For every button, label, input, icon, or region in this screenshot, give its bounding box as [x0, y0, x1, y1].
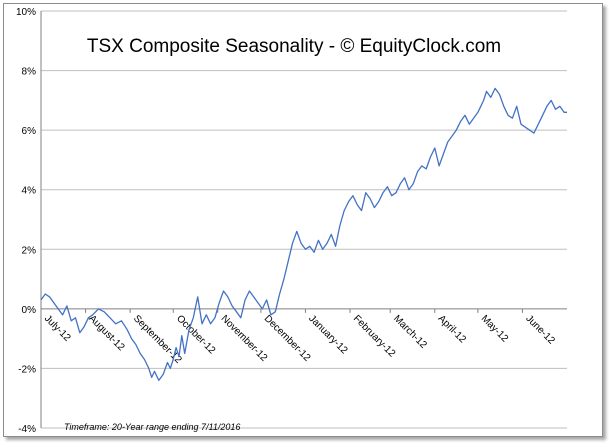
x-tick-label: May-12	[479, 313, 511, 345]
y-tick-label: 2%	[22, 245, 37, 256]
x-tick-label: January-12	[306, 313, 349, 356]
x-tick-label: April-12	[436, 313, 468, 345]
x-tick-label: March-12	[391, 313, 429, 351]
x-tick-label: August-12	[86, 313, 126, 353]
seasonality-chart: TSX Composite Seasonality - © EquityCloc…	[16, 7, 567, 435]
y-tick-label: 8%	[22, 67, 37, 78]
chart-footnote: Timeframe: 20-Year range ending 7/11/201…	[64, 422, 240, 432]
x-tick-label: December-12	[262, 313, 313, 364]
y-tick-label: -2%	[18, 364, 36, 375]
gridlines	[41, 10, 567, 429]
y-tick-label: 4%	[22, 186, 37, 197]
x-axis	[40, 11, 567, 428]
y-tick-label: 0%	[22, 305, 37, 316]
series-line	[40, 87, 567, 381]
y-tick-label: -4%	[18, 424, 36, 435]
y-tick-label: 10%	[16, 7, 36, 18]
y-tick-label: 6%	[22, 126, 37, 137]
chart-frame: TSX Composite Seasonality - © EquityCloc…	[3, 3, 603, 437]
x-tick-label: June-12	[523, 313, 557, 347]
x-tick-label: October-12	[174, 313, 217, 356]
y-axis-ticks: 10% 8% 6% 4% 2% 0% -2% -4%	[16, 7, 36, 435]
x-tick-label: February-12	[351, 313, 398, 360]
chart-title: TSX Composite Seasonality - © EquityCloc…	[87, 36, 501, 57]
x-tick-label: July-12	[42, 313, 73, 344]
